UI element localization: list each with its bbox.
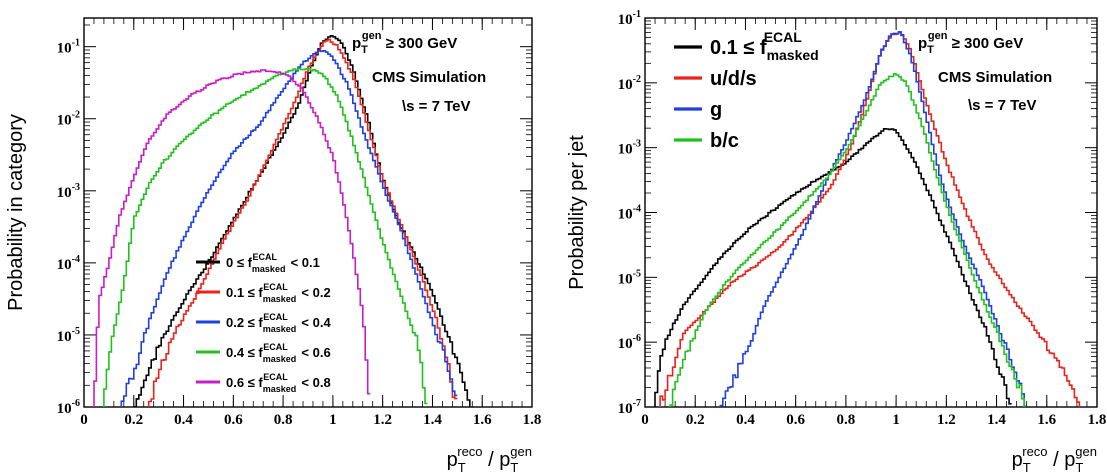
cut-annotation: pTgen ≥ 300 GeV [352,30,457,56]
x-tick-label: 0.4 [174,412,193,428]
x-tick-label: 1.2 [373,412,392,428]
plot-area [93,35,473,407]
y-tick-label: 10-1 [57,38,80,57]
series-line-1 [133,35,473,407]
y-axis-label: Probability per jet [566,135,588,290]
x-tick-label: 1.6 [1037,412,1056,428]
x-tick-label: 1 [329,412,337,428]
series-line-5 [93,69,371,407]
legend-label-1: 0 ≤ fmaskedECAL < 0.1 [226,252,320,274]
x-tick-label: 1.8 [523,412,542,428]
legend-label-3: 0.2 ≤ fmaskedECAL < 0.4 [226,312,331,334]
experiment-label: CMS Simulation [938,69,1052,86]
x-tick-label: 1.2 [937,412,956,428]
y-tick-label: 10-4 [618,204,641,223]
energy-label: \s = 7 TeV [402,98,471,115]
legend-label-4: b/c [710,130,739,152]
cut-annotation: pTgen ≥ 300 GeV [918,30,1023,56]
x-tick-label: 1.8 [1088,412,1107,428]
chart-panel-1: 0 0.2 0.4 0.6 0.8 1 1.2 1.4 1.6 1.8 10-6 10-5 10-4 10… [5,17,542,474]
series-line-1 [654,128,1012,407]
y-tick-label: 10-5 [618,268,641,287]
x-tick-label: 0.8 [274,412,293,428]
y-axis-label: Probability in category [5,114,27,311]
legend-label-2: u/d/s [710,68,757,90]
y-tick-label: 10-1 [618,9,641,28]
y-tick-label: 10-6 [618,333,641,352]
series-line-3 [120,50,458,407]
x-tick-label: 1.4 [987,412,1006,428]
x-tick-label: 1 [892,412,900,428]
y-tick-label: 10-3 [57,182,80,201]
y-tick-label: 10-2 [57,110,80,129]
chart-panel-2: 0 0.2 0.4 0.6 0.8 1 1.2 1.4 1.6 1.8 10-7 10-6 10-5 10… [566,9,1106,474]
x-tick-label: 0.2 [124,412,143,428]
x-tick-label: 0.4 [736,412,755,428]
x-tick-label: 1.6 [473,412,492,428]
x-tick-label: 1.4 [423,412,442,428]
y-tick-label: 10-3 [618,139,641,158]
y-tick-label: 10-7 [618,398,641,417]
y-tick-label: 10-6 [57,398,80,417]
x-tick-label: 0 [641,412,649,428]
energy-label: \s = 7 TeV [968,97,1037,114]
y-tick-label: 10-4 [57,254,80,273]
x-axis-label: pTreco / pTgen [1012,444,1097,474]
series-line-4 [103,67,428,407]
series-line-3 [719,31,1027,407]
experiment-label: CMS Simulation [372,69,486,86]
legend-label-3: g [710,99,722,121]
x-tick-label: 0.2 [686,412,705,428]
series-line-4 [669,73,1025,407]
series-line-2 [147,38,458,407]
x-tick-label: 0.6 [224,412,243,428]
legend-label-2: 0.1 ≤ fmaskedECAL < 0.2 [226,282,331,304]
y-tick-label: 10-2 [618,74,641,93]
series-line-2 [659,31,1081,407]
x-axis-label: pTreco / pTgen [447,444,532,474]
legend-label-4: 0.4 ≤ fmaskedECAL < 0.6 [226,342,331,364]
plot-area [654,31,1081,407]
x-tick-label: 0.8 [837,412,856,428]
legend-label-1: 0.1 ≤ fmaskedECAL [710,29,819,63]
x-tick-label: 0 [80,412,88,428]
legend-label-5: 0.6 ≤ fmaskedECAL < 0.8 [226,372,331,394]
y-tick-label: 10-5 [57,326,80,345]
x-tick-label: 0.6 [786,412,805,428]
